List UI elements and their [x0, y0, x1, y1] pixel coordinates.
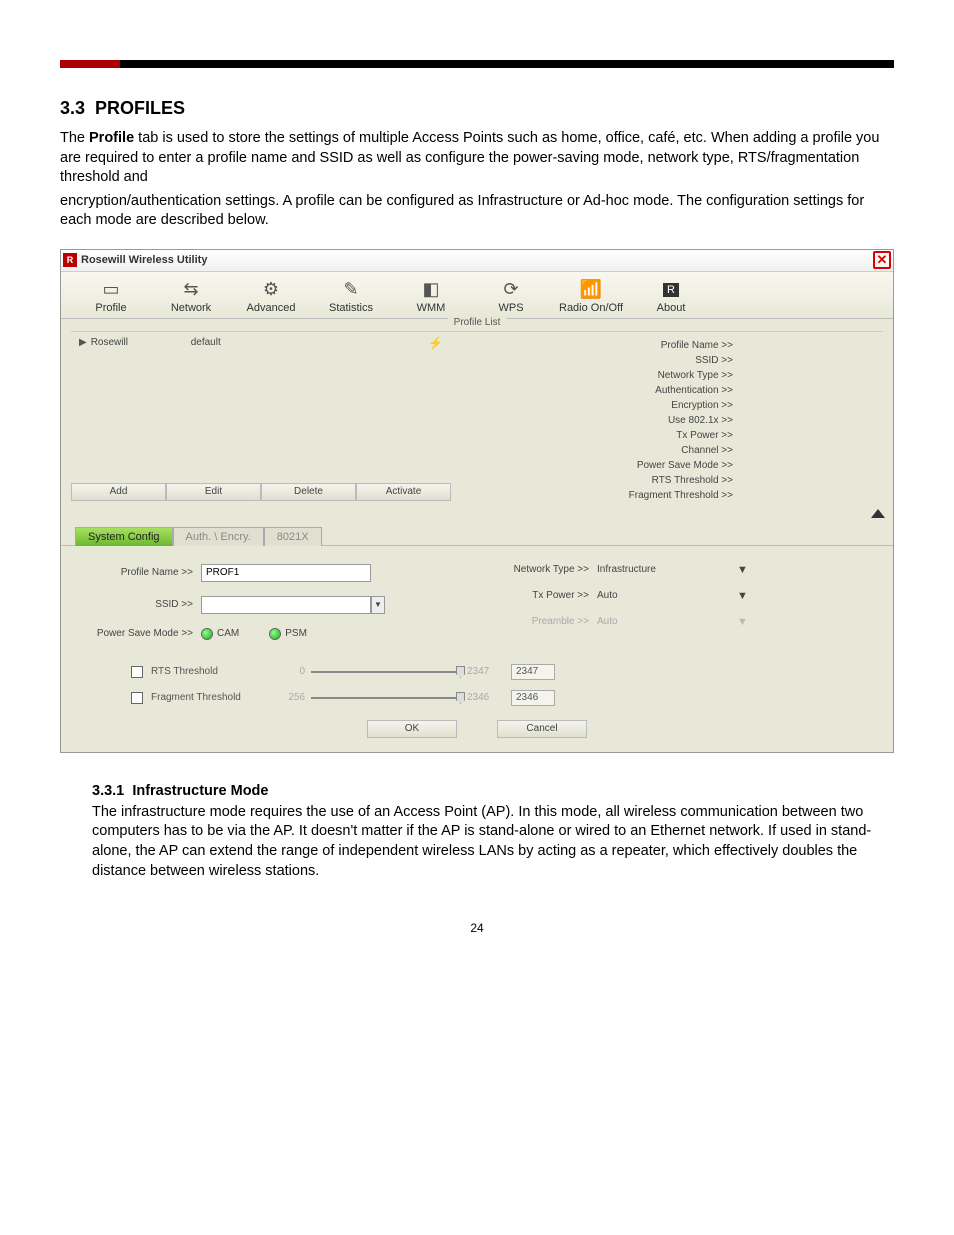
rts-checkbox[interactable]	[131, 666, 143, 678]
toolbar-radio[interactable]: 📶Radio On/Off	[551, 278, 631, 314]
rts-value[interactable]: 2347	[511, 664, 555, 680]
toolbar-wmm[interactable]: ◧WMM	[391, 278, 471, 314]
cancel-button[interactable]: Cancel	[497, 720, 587, 738]
list-item[interactable]: ▶ Rosewill default ⚡	[71, 332, 451, 354]
psm-radio[interactable]	[269, 628, 281, 640]
panel-divider	[61, 509, 893, 521]
network-type-label: Network Type >>	[477, 564, 597, 575]
edit-button[interactable]: Edit	[166, 483, 261, 501]
chevron-down-icon[interactable]: ▼	[737, 564, 748, 576]
toolbar-statistics[interactable]: ✎Statistics	[311, 278, 391, 314]
profile-name-input[interactable]	[201, 564, 371, 582]
network-type-value: Infrastructure	[597, 564, 717, 575]
tab-auth-encry[interactable]: Auth. \ Encry.	[173, 527, 264, 546]
ssid-dropdown-icon[interactable]: ▼	[371, 596, 385, 614]
frag-checkbox[interactable]	[131, 692, 143, 704]
frag-value[interactable]: 2346	[511, 690, 555, 706]
cam-radio[interactable]	[201, 628, 213, 640]
app-window: R Rosewill Wireless Utility ✕ ▭Profile ⇆…	[60, 249, 894, 753]
config-panel: Profile Name >> SSID >> ▼ Power Save Mod…	[61, 545, 893, 752]
rts-slider[interactable]	[311, 671, 461, 673]
profile-list-label: Profile List	[448, 317, 507, 328]
subsection-body: The infrastructure mode requires the use…	[92, 803, 894, 881]
profile-details: Profile Name >> SSID >> Network Type >> …	[451, 331, 883, 503]
page-number: 24	[60, 921, 894, 935]
preamble-label: Preamble >>	[477, 616, 597, 627]
intro-para-2: encryption/authentication settings. A pr…	[60, 192, 894, 231]
tx-power-value: Auto	[597, 590, 717, 601]
frag-slider[interactable]	[311, 697, 461, 699]
config-tabs: System Config Auth. \ Encry. 8021X	[61, 521, 893, 546]
titlebar: R Rosewill Wireless Utility ✕	[61, 250, 893, 272]
activate-button[interactable]: Activate	[356, 483, 451, 501]
profile-list[interactable]: ▶ Rosewill default ⚡ Add Edit Delete Act…	[71, 331, 451, 501]
app-logo-icon: R	[63, 253, 77, 267]
active-marker-icon: ▶	[79, 337, 87, 348]
toolbar-wps[interactable]: ⟳WPS	[471, 278, 551, 314]
tab-system-config[interactable]: System Config	[75, 527, 173, 546]
close-icon[interactable]: ✕	[873, 251, 891, 269]
frag-label: Fragment Threshold	[151, 692, 271, 703]
ssid-input[interactable]	[201, 596, 371, 614]
ssid-label: SSID >>	[81, 599, 201, 610]
main-toolbar: ▭Profile ⇆Network ⚙Advanced ✎Statistics …	[61, 272, 893, 319]
chevron-down-icon[interactable]: ▼	[737, 590, 748, 602]
tx-power-label: Tx Power >>	[477, 590, 597, 601]
chevron-down-icon: ▼	[737, 616, 748, 628]
toolbar-profile[interactable]: ▭Profile	[71, 278, 151, 314]
header-rule	[60, 60, 894, 68]
signal-icon: ⚡	[428, 336, 443, 350]
intro-para-1: The Profile tab is used to store the set…	[60, 129, 894, 188]
add-button[interactable]: Add	[71, 483, 166, 501]
toolbar-about[interactable]: RAbout	[631, 278, 711, 314]
subsection-heading: 3.3.1 Infrastructure Mode	[92, 783, 894, 799]
ok-button[interactable]: OK	[367, 720, 457, 738]
delete-button[interactable]: Delete	[261, 483, 356, 501]
toolbar-advanced[interactable]: ⚙Advanced	[231, 278, 311, 314]
collapse-up-icon[interactable]	[871, 509, 885, 518]
toolbar-network[interactable]: ⇆Network	[151, 278, 231, 314]
rts-label: RTS Threshold	[151, 666, 271, 677]
profile-name-label: Profile Name >>	[81, 567, 201, 578]
section-heading: 3.3 PROFILES	[60, 98, 894, 119]
window-title: Rosewill Wireless Utility	[81, 254, 207, 266]
psm-label: Power Save Mode >>	[81, 628, 201, 639]
preamble-value: Auto	[597, 616, 717, 627]
tab-8021x[interactable]: 8021X	[264, 527, 322, 546]
